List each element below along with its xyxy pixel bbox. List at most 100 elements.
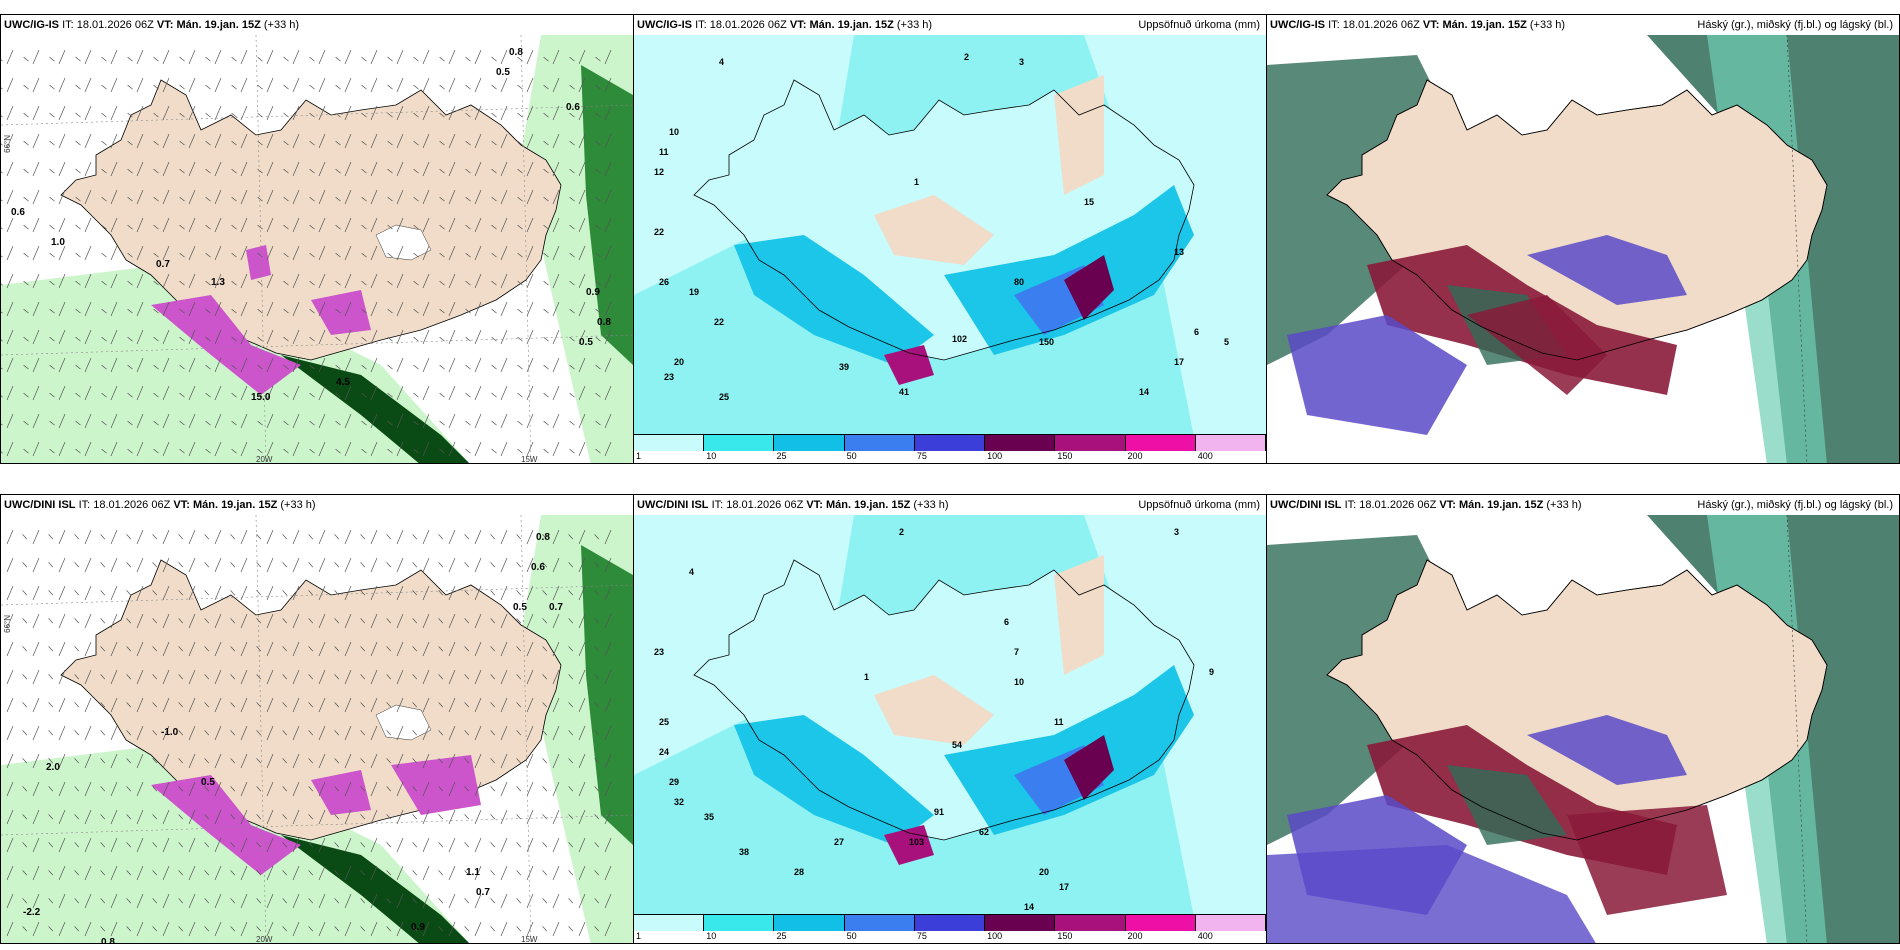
wind-precip-map[interactable]: 0.8 0.6 0.7 0.5 -1.0 2.0 0.5 1.1 0.7 -2.2 0.9 0.8 bbox=[1, 515, 633, 943]
wind-barb-flag bbox=[464, 590, 470, 596]
wind-barb bbox=[32, 301, 40, 317]
wind-barb bbox=[32, 245, 40, 261]
precip-value: 0.8 bbox=[536, 532, 550, 543]
wind-barb-flag bbox=[100, 898, 106, 904]
wind-barb-flag bbox=[360, 590, 366, 596]
wind-barb-flag bbox=[282, 646, 288, 652]
grid-line bbox=[1, 104, 633, 126]
colorbar-tick: 200 bbox=[1127, 451, 1143, 461]
wind-barb-flag bbox=[386, 842, 392, 848]
wind-barb bbox=[58, 329, 66, 345]
wind-barb-flag bbox=[568, 730, 574, 736]
wind-barb-flag bbox=[386, 674, 392, 680]
wind-barb-flag bbox=[22, 534, 28, 540]
wind-barb bbox=[110, 105, 118, 121]
wind-barb-flag bbox=[595, 224, 601, 230]
wind-barb bbox=[110, 781, 118, 797]
accum-precip-map[interactable]: 4 2 3 23 25 24 29 32 35 38 28 27 1 6 7 10 11 17 20 14 103 54 9… bbox=[634, 515, 1266, 917]
wind-precip-map[interactable]: 0.8 0.5 0.6 1.0 0.7 1.3 0.6 4.5 0.9 0.8 0.5 15.0 bbox=[1, 35, 633, 463]
wind-barb bbox=[188, 697, 196, 713]
wind-barb-flag bbox=[231, 140, 237, 146]
wind-barb bbox=[32, 837, 40, 853]
wind-barb bbox=[318, 329, 326, 345]
vt-label: VT: bbox=[789, 19, 807, 31]
grid-line bbox=[1786, 35, 1808, 463]
panel-wind-precip-bottom: UWC/DINI ISL IT: 18.01.2026 06Z VT: Mán.… bbox=[0, 494, 634, 944]
wind-barb-flag bbox=[49, 252, 55, 258]
wind-barb bbox=[136, 217, 144, 233]
wind-barb bbox=[162, 809, 170, 825]
wind-barb bbox=[604, 669, 612, 685]
wind-barb bbox=[240, 273, 248, 289]
wind-barb bbox=[500, 725, 508, 741]
wind-barb bbox=[292, 557, 300, 573]
wind-barb bbox=[578, 697, 586, 713]
wind-barb bbox=[578, 413, 586, 429]
wind-barb-flag bbox=[387, 56, 393, 62]
wind-barb bbox=[526, 921, 534, 937]
wind-barb-flag bbox=[439, 420, 445, 426]
grid-line bbox=[1, 584, 633, 606]
wind-barb-flag bbox=[127, 168, 133, 174]
wind-barb-flag bbox=[412, 618, 418, 624]
it-value: 18.01.2026 06Z bbox=[93, 499, 171, 511]
accum-value: 39 bbox=[839, 362, 849, 372]
wind-barb-flag bbox=[231, 308, 237, 314]
cloud-map[interactable] bbox=[1267, 35, 1899, 463]
wind-barb-flag bbox=[568, 758, 574, 764]
wind-barb-flag bbox=[178, 842, 184, 848]
wind-barb bbox=[422, 161, 430, 177]
wind-barb bbox=[266, 697, 274, 713]
wind-barb-flag bbox=[126, 870, 132, 876]
wind-barb bbox=[344, 893, 352, 909]
wind-barb bbox=[240, 441, 248, 457]
wind-barb bbox=[578, 781, 586, 797]
accum-precip-map[interactable]: 4 2 3 10 11 12 22 26 19 20 23 25 41 39 22 1 15 13 6 5 17 14 10… bbox=[634, 35, 1266, 437]
wind-barb bbox=[6, 301, 14, 317]
wind-barb bbox=[474, 245, 482, 261]
wind-barb bbox=[422, 301, 430, 317]
wind-barb bbox=[110, 441, 118, 457]
wind-barb bbox=[6, 217, 14, 233]
accum-value: 23 bbox=[664, 372, 674, 382]
wind-barb-flag bbox=[1, 420, 3, 426]
precip-area bbox=[281, 355, 469, 463]
wind-barb-flag bbox=[153, 336, 159, 342]
wind-barb-flag bbox=[204, 562, 210, 568]
wind-barb-flag bbox=[308, 590, 314, 596]
wind-barb-flag bbox=[257, 252, 263, 258]
wind-barb bbox=[396, 49, 404, 65]
wind-barb-flag bbox=[257, 448, 263, 454]
wind-barb bbox=[448, 273, 456, 289]
wind-barb-flag bbox=[74, 590, 80, 596]
accum-value: 35 bbox=[704, 812, 714, 822]
wind-barb bbox=[318, 189, 326, 205]
wind-barb bbox=[396, 385, 404, 401]
wind-barb-flag bbox=[491, 112, 497, 118]
wind-barb bbox=[162, 105, 170, 121]
wind-barb bbox=[396, 301, 404, 317]
wind-barb-flag bbox=[179, 308, 185, 314]
wind-barb bbox=[344, 781, 352, 797]
wind-barb bbox=[344, 357, 352, 373]
wind-barb-flag bbox=[595, 252, 601, 258]
wind-barb bbox=[370, 217, 378, 233]
wind-barb-flag bbox=[100, 814, 106, 820]
wind-barb bbox=[448, 357, 456, 373]
model-name: UWC/IG-IS bbox=[637, 19, 692, 31]
wind-barb-flag bbox=[48, 646, 54, 652]
wind-barb-flag bbox=[386, 562, 392, 568]
accum-value: 1 bbox=[914, 177, 919, 187]
wind-barb-flag bbox=[334, 730, 340, 736]
cloud-map[interactable] bbox=[1267, 515, 1899, 943]
wind-barb-flag bbox=[334, 590, 340, 596]
wind-barb-flag bbox=[464, 562, 470, 568]
wind-barb-flag bbox=[283, 224, 289, 230]
wind-barb-flag bbox=[23, 168, 29, 174]
wind-barb bbox=[500, 245, 508, 261]
panel-clouds-bottom: UWC/DINI ISL IT: 18.01.2026 06Z VT: Mán.… bbox=[1266, 494, 1900, 944]
wind-barb-flag bbox=[464, 814, 470, 820]
wind-barb-flag bbox=[516, 674, 522, 680]
wind-barb bbox=[188, 725, 196, 741]
wind-barb bbox=[604, 893, 612, 909]
